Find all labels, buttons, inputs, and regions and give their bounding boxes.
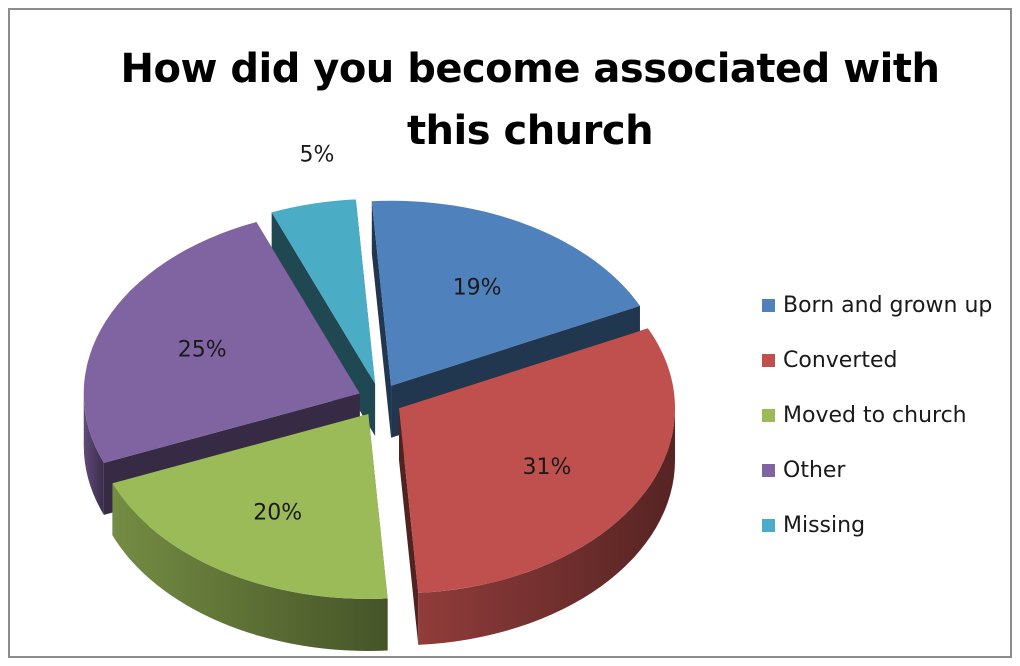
slice-top-face: [399, 328, 676, 593]
legend-label: Other: [783, 457, 846, 483]
slice-inner-wall: [399, 408, 419, 645]
legend-label: Converted: [783, 347, 898, 373]
data-label-1: 19%: [453, 276, 502, 301]
slice-outer-wall: [83, 393, 104, 515]
pie-slice-3: [112, 413, 388, 651]
legend-label: Missing: [783, 512, 866, 538]
legend-label: Moved to church: [783, 402, 967, 428]
legend-swatch: [762, 463, 775, 477]
chart-title: How did you become associated with this …: [30, 38, 1020, 162]
legend-swatch: [762, 408, 775, 422]
slice-top-face: [83, 222, 360, 463]
legend-item-1: Born and grown up: [762, 290, 992, 320]
data-label-5: 5%: [300, 143, 335, 168]
slice-outer-wall: [418, 408, 676, 645]
legend-swatch: [762, 518, 775, 532]
slice-top-face: [271, 199, 376, 384]
chart-title-line-2: this church: [406, 108, 654, 154]
slice-top-face: [371, 200, 640, 386]
chart-title-line-1: How did you become associated with: [120, 46, 940, 92]
data-label-3: 20%: [253, 500, 302, 525]
slice-top-face: [112, 413, 388, 599]
pie-slice-2: [399, 328, 676, 645]
slice-inner-wall: [371, 201, 392, 438]
legend-item-3: Moved to church: [762, 400, 967, 430]
legend-swatch: [762, 298, 775, 312]
legend-item-5: Missing: [762, 510, 865, 540]
data-label-4: 25%: [178, 338, 227, 363]
data-label-2: 31%: [522, 455, 571, 480]
legend-label: Born and grown up: [783, 292, 993, 318]
legend-item-2: Converted: [762, 345, 898, 375]
slice-outer-wall: [112, 483, 388, 651]
legend-swatch: [762, 353, 775, 367]
legend-item-4: Other: [762, 455, 845, 485]
